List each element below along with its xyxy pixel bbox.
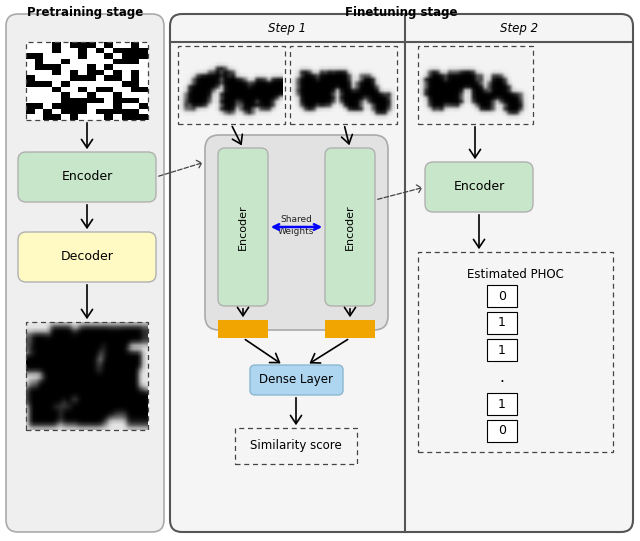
FancyBboxPatch shape <box>6 14 164 532</box>
Bar <box>487 312 517 334</box>
FancyBboxPatch shape <box>218 148 268 306</box>
Text: Similarity score: Similarity score <box>250 439 342 452</box>
Bar <box>178 46 285 124</box>
Bar <box>290 46 397 124</box>
Text: Finetuning stage: Finetuning stage <box>345 6 457 19</box>
Bar <box>235 428 357 464</box>
Bar <box>26 42 148 120</box>
Bar <box>487 420 517 442</box>
Text: Step 1: Step 1 <box>268 22 306 35</box>
Text: Shared: Shared <box>280 215 312 225</box>
FancyBboxPatch shape <box>18 152 156 202</box>
Bar <box>487 285 517 307</box>
Text: .: . <box>500 370 504 385</box>
Bar <box>325 320 375 338</box>
Text: Encoder: Encoder <box>238 204 248 250</box>
Text: 1: 1 <box>498 344 506 357</box>
FancyBboxPatch shape <box>250 365 343 395</box>
Bar <box>487 393 517 415</box>
FancyBboxPatch shape <box>325 148 375 306</box>
Text: Estimated PHOC: Estimated PHOC <box>467 268 563 281</box>
Bar <box>418 46 533 124</box>
Bar <box>218 320 268 338</box>
FancyBboxPatch shape <box>425 162 533 212</box>
Text: Decoder: Decoder <box>61 250 113 263</box>
FancyBboxPatch shape <box>205 135 388 330</box>
Text: Step 2: Step 2 <box>500 22 538 35</box>
Text: 0: 0 <box>498 289 506 302</box>
Bar <box>418 252 613 452</box>
Bar <box>26 322 148 430</box>
Text: 1: 1 <box>498 398 506 411</box>
Text: 1: 1 <box>498 316 506 329</box>
Text: Encoder: Encoder <box>345 204 355 250</box>
FancyBboxPatch shape <box>170 14 633 532</box>
Text: Pretraining stage: Pretraining stage <box>27 6 143 19</box>
Text: 0: 0 <box>498 425 506 438</box>
Text: Dense Layer: Dense Layer <box>259 373 333 386</box>
Bar <box>487 339 517 361</box>
FancyBboxPatch shape <box>18 232 156 282</box>
Text: Weights: Weights <box>278 228 314 236</box>
Text: Encoder: Encoder <box>453 181 504 194</box>
Text: Encoder: Encoder <box>61 170 113 183</box>
